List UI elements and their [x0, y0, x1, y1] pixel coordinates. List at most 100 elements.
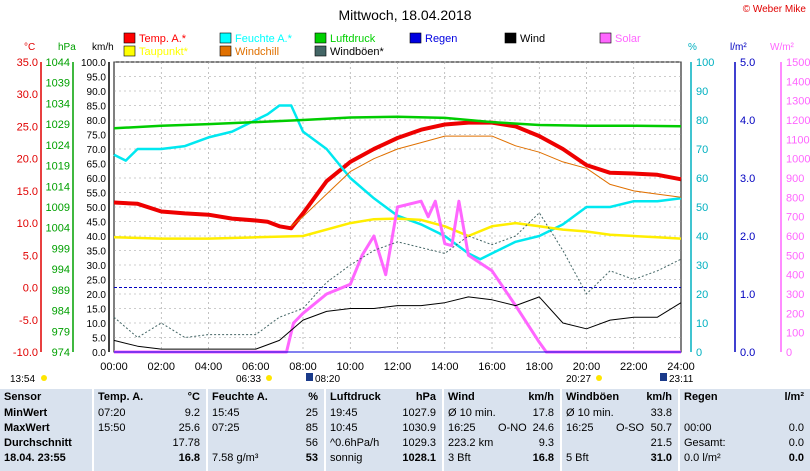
- feuchte-header: Feuchte A.: [212, 391, 268, 403]
- x-tick-label: 10:00: [336, 361, 364, 373]
- series-line: [290, 135, 682, 227]
- axis-tick-label: 10: [696, 318, 708, 330]
- legend-label: Windböen*: [330, 46, 385, 58]
- axis-tick-label: 200: [786, 308, 804, 320]
- boeen-current: 31.0: [650, 452, 672, 464]
- legend-swatch: [504, 32, 517, 44]
- boeen-max: 50.7: [650, 422, 672, 434]
- axis-tick-label: 80.0: [87, 116, 107, 127]
- sunset-label: 20:27: [566, 374, 591, 385]
- axis-tick-label: 25.0: [17, 121, 38, 133]
- regen-max-time: 00:00: [684, 422, 712, 434]
- axis-tick-label: 984: [52, 306, 70, 318]
- temp-current: 16.8: [178, 452, 200, 464]
- temp-max: 25.6: [178, 422, 200, 434]
- temp-unit: °C: [187, 391, 200, 403]
- series-line: [113, 115, 682, 130]
- axis-tick-label: 55.0: [87, 189, 107, 200]
- series-line: [113, 296, 682, 350]
- legend-swatch: [123, 32, 136, 44]
- axis-tick-label: 5.0: [740, 57, 755, 69]
- legend-swatch: [314, 32, 327, 44]
- luftdruck-header: Luftdruck: [330, 391, 381, 403]
- axis-tick-label: 1000: [786, 154, 810, 166]
- wind-avg10: 17.8: [532, 407, 554, 419]
- legend-label: Windchill: [235, 46, 279, 58]
- feuchte-abs: 7.58 g/m³: [212, 452, 259, 464]
- axis-tick-label: 0.0: [23, 283, 38, 295]
- axis-tick-label: 1024: [46, 140, 70, 152]
- x-tick-label: 14:00: [431, 361, 459, 373]
- x-tick-label: 16:00: [478, 361, 506, 373]
- wind-max-dir: O-NO: [498, 422, 527, 434]
- axis-tick-label: 60.0: [87, 174, 107, 185]
- chart-title: Mittwoch, 18.04.2018: [338, 7, 471, 23]
- boeen-unit: km/h: [646, 391, 672, 403]
- axis-tick-label: 10.0: [17, 218, 38, 230]
- axis-tick-label: 40.0: [87, 232, 107, 243]
- x-tick-label: 18:00: [525, 361, 553, 373]
- stats-col-boeen: Windböen km/h Ø 10 min. 33.8 16:25 O-SO 50.7…: [560, 389, 678, 471]
- axis-tick-label: 1100: [786, 134, 810, 146]
- luftdruck-max-time: 10:45: [330, 422, 358, 434]
- stats-col-luftdruck: Luftdruck hPa 19:45 1027.9 10:45 1030.9 ^0.…: [324, 389, 442, 471]
- axis-tick-label: 20.0: [17, 154, 38, 166]
- legend-swatch: [314, 45, 327, 57]
- wind-current: 16.8: [532, 452, 554, 464]
- axis-tick-label: 60: [696, 173, 708, 185]
- axis-tick-label: 1.0: [740, 289, 755, 301]
- axis-tick-label: 100.0: [81, 58, 106, 69]
- legend-label: Temp. A.*: [139, 33, 187, 45]
- wind-max-time: 16:25: [448, 422, 476, 434]
- axis-tick-label: 90: [696, 86, 708, 98]
- axis-tick-label: 15.0: [17, 186, 38, 198]
- boeen-avg: 21.5: [650, 437, 672, 449]
- legend-label: Taupunkt*: [139, 46, 189, 58]
- boeen-max-dir: O-SO: [616, 422, 645, 434]
- row-label-min: MinWert: [4, 407, 48, 419]
- axis-tick-label: 1300: [786, 96, 810, 108]
- luftdruck-avg: 1029.3: [402, 437, 436, 449]
- axis-tick-label: 65.0: [87, 160, 107, 171]
- axis-tick-label: 2.0: [740, 231, 755, 243]
- luftdruck-min: 1027.9: [402, 407, 436, 419]
- axis-tick-label: 30.0: [17, 89, 38, 101]
- axis-tick-label: 75.0: [87, 131, 107, 142]
- x-tick-label: 02:00: [147, 361, 175, 373]
- series-line: [114, 199, 681, 354]
- sun-icon: [41, 375, 47, 381]
- legend-label: Regen: [425, 33, 457, 45]
- twilight-icon: [660, 373, 667, 381]
- axis-tick-label: 85.0: [87, 102, 107, 113]
- x-tick-label: 12:00: [384, 361, 412, 373]
- axis-tick-label: 25.0: [87, 276, 107, 287]
- series-line: [113, 212, 682, 338]
- axis-tick-label: 30: [696, 260, 708, 272]
- axis-tick-label: 300: [786, 289, 804, 301]
- stats-col-feuchte: Feuchte A.% 15:45 25 07:25 85 56 7.58 g/m³…: [206, 389, 324, 471]
- temp-header: Temp. A.: [98, 391, 144, 403]
- boeen-avg10-label: Ø 10 min.: [566, 407, 614, 419]
- feuchte-max: 85: [305, 422, 318, 434]
- axis-tick-label: 1009: [46, 202, 70, 214]
- axis-tick-label: 3.0: [740, 173, 755, 185]
- legend-label: Feuchte A.*: [235, 33, 293, 45]
- luftdruck-min-time: 19:45: [330, 407, 358, 419]
- axis-tick-label: 1034: [46, 98, 70, 110]
- luftdruck-trend: ^0.6hPa/h: [330, 437, 380, 449]
- axis-tick-label: 900: [786, 173, 804, 185]
- wind-avg10-label: Ø 10 min.: [448, 407, 496, 419]
- x-tick-label: 24:00: [667, 361, 695, 373]
- x-tick-label: 06:00: [242, 361, 270, 373]
- current-time-label: 13:54: [10, 374, 35, 385]
- axis-tick-label: 35.0: [87, 247, 107, 258]
- axis-tick-label: 35.0: [17, 57, 38, 69]
- luftdruck-unit: hPa: [415, 391, 436, 403]
- feuchte-min: 25: [305, 407, 318, 419]
- axis-tick-label: 95.0: [87, 73, 107, 84]
- boeen-bft: 5 Bft: [566, 452, 589, 464]
- series-line: [113, 120, 682, 231]
- axis-tick-label: 974: [52, 347, 70, 359]
- axis-unit-label: W/m²: [770, 42, 795, 53]
- boeen-header: Windböen: [566, 391, 620, 403]
